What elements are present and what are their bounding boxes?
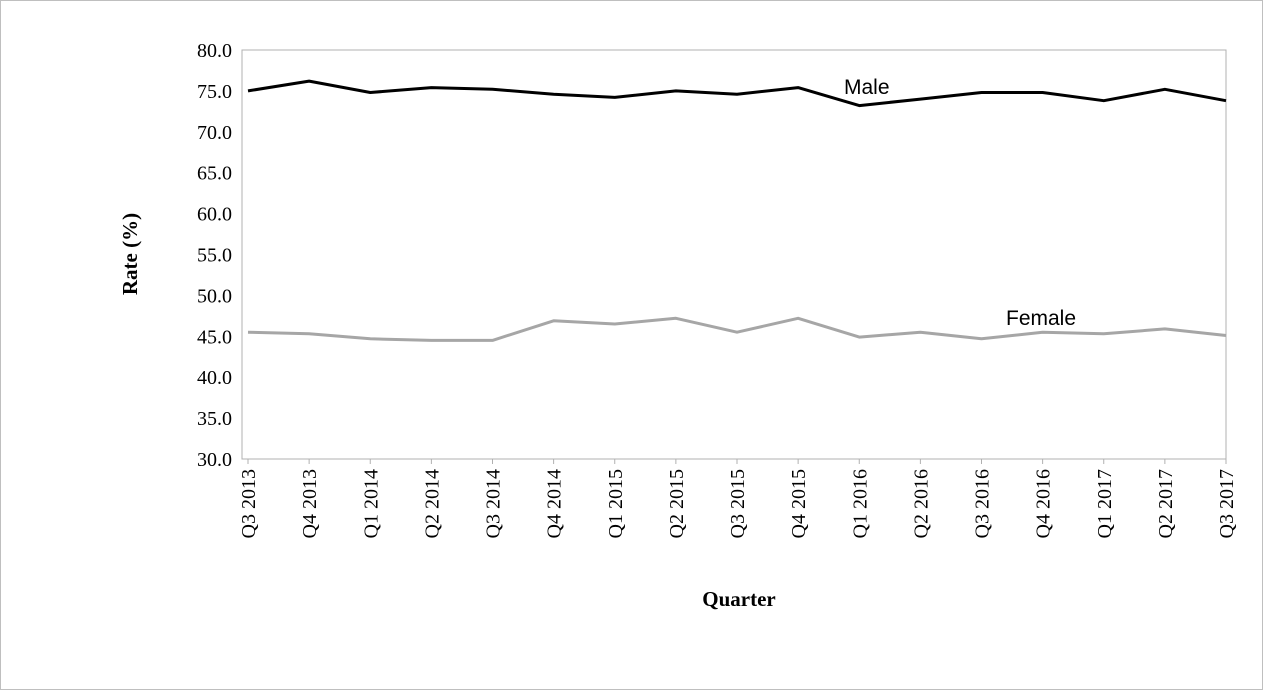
- x-tick-label: Q1 2016: [849, 469, 871, 538]
- x-tick-label: Q1 2014: [360, 469, 382, 538]
- x-tick-label: Q2 2016: [910, 469, 932, 538]
- x-tick-label: Q4 2014: [544, 469, 566, 538]
- series-label-female: Female: [1006, 307, 1076, 330]
- y-tick-label: 60.0: [197, 204, 232, 226]
- x-tick-label: Q2 2014: [421, 469, 443, 538]
- series-line-male: [247, 79, 1227, 108]
- x-tick-label: Q3 2016: [972, 469, 994, 538]
- x-tick-label: Q2 2015: [666, 469, 688, 538]
- x-tick-label: Q3 2014: [483, 469, 505, 538]
- y-tick-label: 50.0: [197, 285, 232, 307]
- x-axis-title: Quarter: [702, 587, 775, 611]
- x-tick-label: Q4 2016: [1033, 469, 1055, 538]
- x-tick-label: Q4 2015: [788, 469, 810, 538]
- y-tick-label: 30.0: [197, 449, 232, 471]
- y-tick-label: 70.0: [197, 122, 232, 144]
- y-tick-label: 65.0: [197, 163, 232, 185]
- x-tick-label: Q4 2013: [299, 469, 321, 538]
- series-label-male: Male: [844, 76, 890, 99]
- y-tick-label: 55.0: [197, 245, 232, 267]
- x-tick-label: Q1 2015: [605, 469, 627, 538]
- x-tick-label: Q3 2013: [238, 469, 260, 538]
- x-tick-label: Q3 2015: [727, 469, 749, 538]
- x-tick-label: Q1 2017: [1094, 469, 1116, 538]
- y-tick-label: 45.0: [197, 326, 232, 348]
- series-line-female: [247, 316, 1227, 342]
- x-axis-ticks: Q3 2013 Q4 2013 Q1 2014 Q2 2014 Q3 2014 Q4 20…: [238, 459, 1238, 538]
- x-tick-label: Q3 2017: [1216, 469, 1238, 538]
- y-tick-label: 75.0: [197, 81, 232, 103]
- series-lines: [247, 79, 1227, 342]
- plot-area: [241, 49, 1227, 460]
- y-tick-label: 40.0: [197, 367, 232, 389]
- y-tick-label: 35.0: [197, 408, 232, 430]
- y-axis-ticks: 30.0 35.0 40.0 45.0 50.0 55.0 60.0 65.0 70.0 75.0…: [197, 40, 232, 471]
- y-axis-title: Rate (%): [118, 213, 142, 295]
- y-tick-label: 80.0: [197, 40, 232, 62]
- x-tick-label: Q2 2017: [1155, 469, 1177, 538]
